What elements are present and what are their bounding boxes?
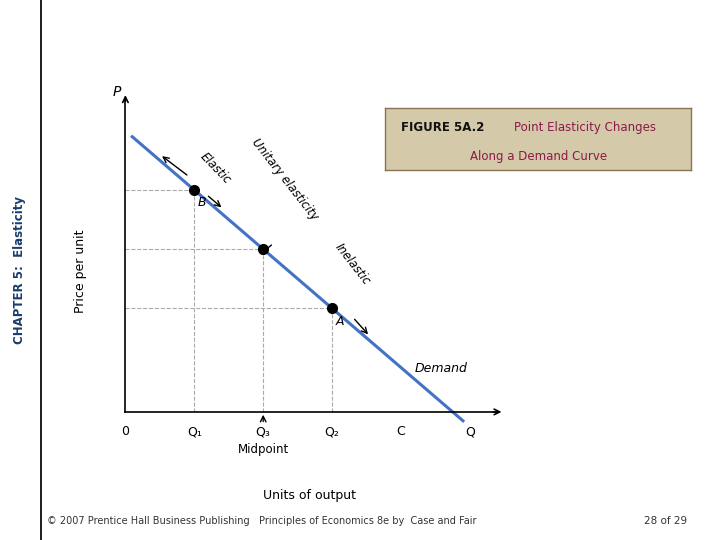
Text: Q₂: Q₂ [325,425,340,438]
Text: © 2007 Prentice Hall Business Publishing   Principles of Economics 8e by  Case a: © 2007 Prentice Hall Business Publishing… [47,516,477,526]
Text: A: A [336,315,344,328]
Text: FIGURE 5A.2: FIGURE 5A.2 [400,122,484,134]
Text: Q: Q [465,425,474,438]
Text: Appendix: Appendix [55,31,194,57]
Text: P: P [112,85,121,99]
Text: CHAPTER 5:  Elasticity: CHAPTER 5: Elasticity [13,196,26,344]
Text: C: C [397,425,405,438]
Text: Point Elasticity Changes: Point Elasticity Changes [514,122,656,134]
Text: Midpoint: Midpoint [238,443,289,456]
Text: B: B [198,196,207,209]
Text: 0: 0 [122,425,130,438]
Text: Inelastic: Inelastic [332,241,373,288]
Text: Units of output: Units of output [263,489,356,502]
Text: 28 of 29: 28 of 29 [644,516,688,526]
Text: Demand: Demand [415,362,467,375]
Text: Q₁: Q₁ [186,425,202,438]
Text: Elastic: Elastic [198,151,234,187]
Text: Unitary elasticity: Unitary elasticity [249,136,321,222]
Text: Q₃: Q₃ [256,425,271,438]
Text: Along a Demand Curve: Along a Demand Curve [469,150,607,163]
Text: Price per unit: Price per unit [74,230,87,313]
